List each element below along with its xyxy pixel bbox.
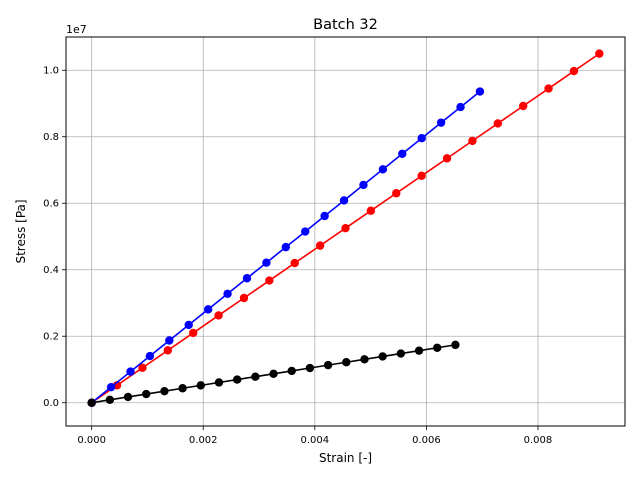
data-point	[366, 206, 376, 215]
data-point	[315, 241, 325, 250]
y-axis-label: Stress [Pa]	[14, 199, 28, 263]
data-point	[301, 227, 310, 236]
x-tick-label: 0.004	[300, 435, 329, 446]
data-point	[239, 293, 249, 303]
data-point	[163, 346, 173, 355]
data-point	[378, 165, 388, 174]
data-point	[265, 276, 274, 285]
series-2	[87, 87, 485, 407]
data-point	[178, 384, 187, 393]
data-point	[290, 258, 299, 268]
data-point	[468, 136, 477, 146]
data-point	[232, 375, 242, 384]
series-1	[87, 49, 604, 407]
y-tick-label: 0.0	[43, 398, 59, 409]
series-layer	[87, 49, 604, 407]
data-point	[214, 378, 224, 387]
data-point	[342, 358, 351, 367]
data-point	[105, 395, 115, 405]
data-point	[595, 49, 604, 58]
data-point	[145, 351, 155, 361]
data-point	[417, 134, 426, 143]
tick-layer: 0.000 0.002 0.004 0.006 0.008 0.0 0.2 0.4 0.6 0.8…	[43, 66, 552, 446]
data-point	[433, 343, 442, 352]
data-point	[142, 389, 151, 399]
x-tick-label: 0.002	[189, 435, 218, 446]
y-offset-label: 1e7	[66, 23, 87, 36]
data-point	[569, 66, 579, 76]
data-point	[126, 367, 135, 376]
data-point	[436, 118, 446, 127]
data-point	[269, 369, 278, 378]
data-point	[360, 355, 369, 364]
data-point	[184, 320, 193, 330]
data-point	[323, 360, 333, 370]
x-tick-label: 0.000	[77, 435, 106, 446]
data-point	[138, 363, 147, 373]
series-3	[87, 340, 460, 407]
data-point	[242, 274, 252, 283]
data-point	[378, 352, 387, 361]
data-point	[417, 171, 426, 181]
y-tick-label: 1.0	[43, 66, 59, 77]
data-point	[398, 149, 407, 158]
data-point	[442, 154, 452, 163]
chart-title: Batch 32	[313, 17, 378, 33]
data-point	[189, 328, 198, 338]
data-point	[456, 102, 465, 112]
data-point	[396, 349, 406, 358]
data-point	[339, 196, 349, 205]
data-point	[451, 340, 460, 350]
y-tick-label: 0.8	[43, 132, 59, 143]
data-point	[493, 119, 502, 128]
data-point	[160, 386, 169, 396]
data-point	[320, 211, 329, 221]
data-point	[414, 346, 424, 355]
data-point	[106, 382, 116, 392]
data-point	[392, 189, 401, 198]
data-point	[165, 336, 174, 345]
data-point	[262, 258, 271, 267]
data-point	[287, 366, 296, 376]
data-point	[203, 305, 213, 314]
data-point	[359, 180, 368, 190]
data-point	[544, 84, 553, 93]
data-point	[518, 101, 528, 111]
y-tick-label: 0.6	[43, 199, 59, 210]
data-point	[196, 381, 205, 390]
data-point	[251, 372, 260, 381]
data-point	[87, 398, 96, 407]
x-tick-label: 0.008	[524, 435, 553, 446]
y-tick-label: 0.4	[43, 265, 59, 276]
x-tick-label: 0.006	[412, 435, 441, 446]
data-point	[123, 392, 133, 402]
data-point	[223, 289, 232, 299]
data-point	[214, 311, 223, 320]
x-axis-label: Strain [-]	[319, 451, 372, 465]
data-point	[305, 363, 315, 373]
data-point	[341, 223, 350, 233]
y-tick-label: 0.2	[43, 332, 59, 343]
plot-frame	[65, 36, 626, 427]
data-point	[475, 87, 485, 96]
data-point	[281, 242, 291, 252]
